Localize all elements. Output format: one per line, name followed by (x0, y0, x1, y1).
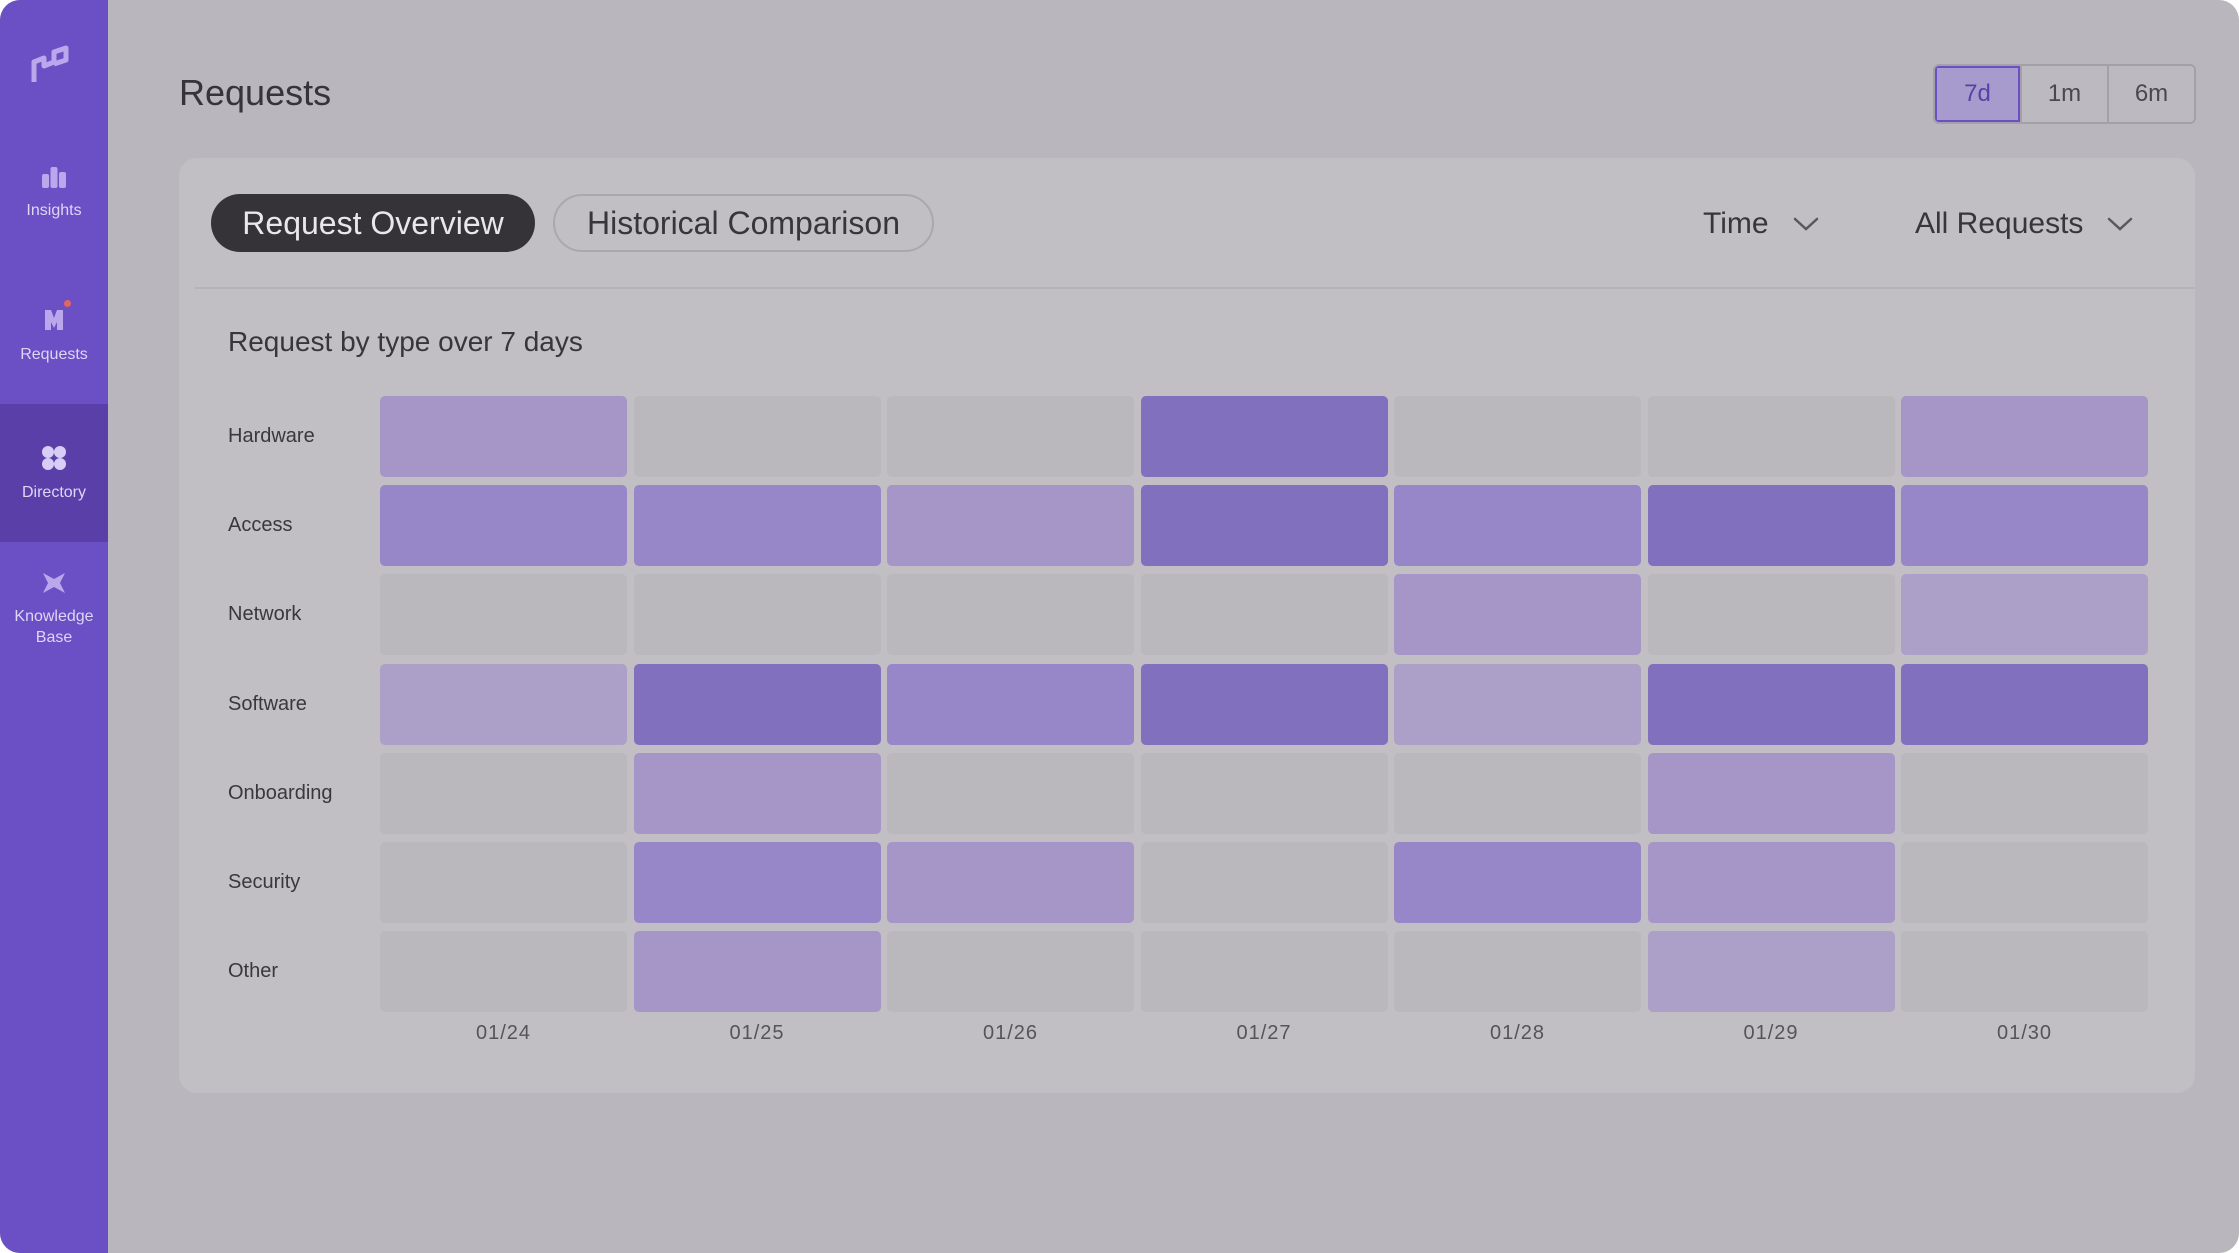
heatmap-cell[interactable] (380, 574, 627, 656)
heatmap-cell[interactable] (1901, 574, 2148, 656)
heatmap-row-label: Onboarding (228, 781, 333, 804)
heatmap-cell[interactable] (887, 485, 1134, 567)
heatmap-column-label: 01/29 (1743, 1022, 1799, 1045)
notification-dot (64, 300, 71, 307)
heatmap-cell[interactable] (1901, 931, 2148, 1013)
heatmap-column-label: 01/24 (475, 1022, 532, 1045)
heatmap-cell[interactable] (1140, 752, 1388, 834)
heatmap-cell[interactable] (1394, 842, 1641, 923)
heatmap-cell[interactable] (380, 396, 627, 477)
sidebar-item-label: Requests (20, 346, 88, 363)
range-6m-button[interactable]: 6m (2109, 66, 2194, 122)
time-range-selector: 7d 1m 6m (1933, 64, 2196, 124)
requests-icon (45, 310, 63, 330)
heatmap-row-label: Network (228, 603, 302, 626)
requests-dropdown-label: All Requests (1915, 207, 2084, 240)
sidebar-item-label: Knowledge Base (14, 608, 94, 646)
heatmap-row-label: Security (228, 871, 301, 893)
heatmap-cell[interactable] (1394, 396, 1641, 477)
sidebar-item-knowledge-base[interactable]: Knowledge Base (0, 570, 108, 648)
bar-chart-icon (42, 167, 66, 188)
requests-dropdown[interactable]: All Requests (1915, 202, 2133, 246)
sidebar-item-requests[interactable]: Requests (0, 300, 108, 365)
heatmap-cell[interactable] (1901, 663, 2148, 745)
logo-icon[interactable] (30, 44, 70, 84)
knowledge-base-icon (43, 573, 65, 593)
heatmap-cell[interactable] (380, 663, 627, 745)
heatmap-column-label: 01/30 (1996, 1022, 2053, 1045)
sidebar-item-insights[interactable]: Insights (0, 164, 108, 221)
heatmap-cell[interactable] (1140, 396, 1388, 477)
range-1m-button[interactable]: 1m (2022, 66, 2109, 122)
heatmap-cell[interactable] (1647, 842, 1895, 923)
heatmap-cell[interactable] (633, 842, 881, 923)
heatmap-cell[interactable] (1647, 396, 1895, 477)
heatmap-cell[interactable] (633, 663, 881, 745)
heatmap-cell[interactable] (887, 396, 1134, 477)
heatmap-cell[interactable] (1647, 663, 1895, 745)
sidebar-item-directory[interactable]: Directory (0, 404, 108, 542)
chevron-down-icon (1793, 217, 1818, 231)
heatmap-cell[interactable] (633, 485, 881, 567)
heatmap-column-label: 01/25 (729, 1022, 785, 1045)
heatmap-cell[interactable] (1140, 842, 1388, 923)
heatmap-cell[interactable] (1647, 485, 1895, 567)
heatmap-column-label: 01/28 (1489, 1022, 1546, 1045)
heatmap-cell[interactable] (1901, 842, 2148, 923)
heatmap-column-label: 01/26 (982, 1022, 1039, 1045)
time-dropdown-label: Time (1703, 207, 1769, 240)
heatmap-row-label: Hardware (228, 425, 315, 447)
heatmap-row-label: Access (228, 514, 293, 537)
heatmap-cell[interactable] (1394, 752, 1641, 834)
chart-title: Request by type over 7 days (228, 326, 583, 357)
heatmap-cell[interactable] (1140, 574, 1388, 656)
heatmap-cell[interactable] (1140, 931, 1388, 1013)
heatmap-cell[interactable] (887, 663, 1134, 745)
heatmap-cell[interactable] (633, 931, 881, 1013)
heatmap-cell[interactable] (380, 842, 627, 923)
heatmap-cell[interactable] (1394, 663, 1641, 745)
heatmap-cell[interactable] (1647, 931, 1895, 1013)
sidebar-item-label: Insights (26, 202, 82, 219)
heatmap-cell[interactable] (1140, 485, 1388, 567)
page-title: Requests (179, 72, 332, 113)
heatmap-cell[interactable] (887, 931, 1134, 1013)
heatmap-cell[interactable] (1394, 485, 1641, 567)
heatmap-column-label: 01/27 (1236, 1022, 1292, 1045)
heatmap-cell[interactable] (633, 752, 881, 834)
heatmap-cell[interactable] (380, 485, 627, 567)
heatmap-cell[interactable] (887, 842, 1134, 923)
heatmap-cell[interactable] (1901, 752, 2148, 834)
heatmap-cell[interactable] (1647, 574, 1895, 656)
heatmap-cell[interactable] (1394, 574, 1641, 656)
tab-request-overview[interactable]: Request Overview (211, 194, 535, 252)
heatmap-cell[interactable] (1140, 663, 1388, 745)
chart-card: Request Overview Historical Comparison T… (179, 158, 2195, 1093)
sidebar: Insights Requests Directory Knowledge Ba… (0, 0, 108, 1253)
heatmap-row-label: Software (228, 692, 307, 715)
heatmap-row-label: Other (228, 960, 279, 983)
heatmap-cell[interactable] (633, 396, 881, 477)
heatmap-cell[interactable] (1394, 931, 1641, 1013)
heatmap-cell[interactable] (1647, 752, 1895, 834)
heatmap-cell[interactable] (887, 752, 1134, 834)
time-dropdown[interactable]: Time (1703, 202, 1819, 246)
range-7d-button[interactable]: 7d (1935, 66, 2022, 122)
heatmap-cell[interactable] (1901, 485, 2148, 567)
directory-icon (42, 445, 66, 470)
heatmap-cell[interactable] (887, 574, 1134, 656)
tab-historical-comparison[interactable]: Historical Comparison (553, 194, 934, 252)
heatmap-cell[interactable] (1901, 396, 2148, 477)
heatmap-cell[interactable] (380, 752, 627, 834)
heatmap-cell[interactable] (633, 574, 881, 656)
divider (195, 287, 2195, 289)
heatmap-cell[interactable] (380, 931, 627, 1013)
sidebar-item-label: Directory (21, 483, 86, 501)
chevron-down-icon (2108, 217, 2133, 231)
